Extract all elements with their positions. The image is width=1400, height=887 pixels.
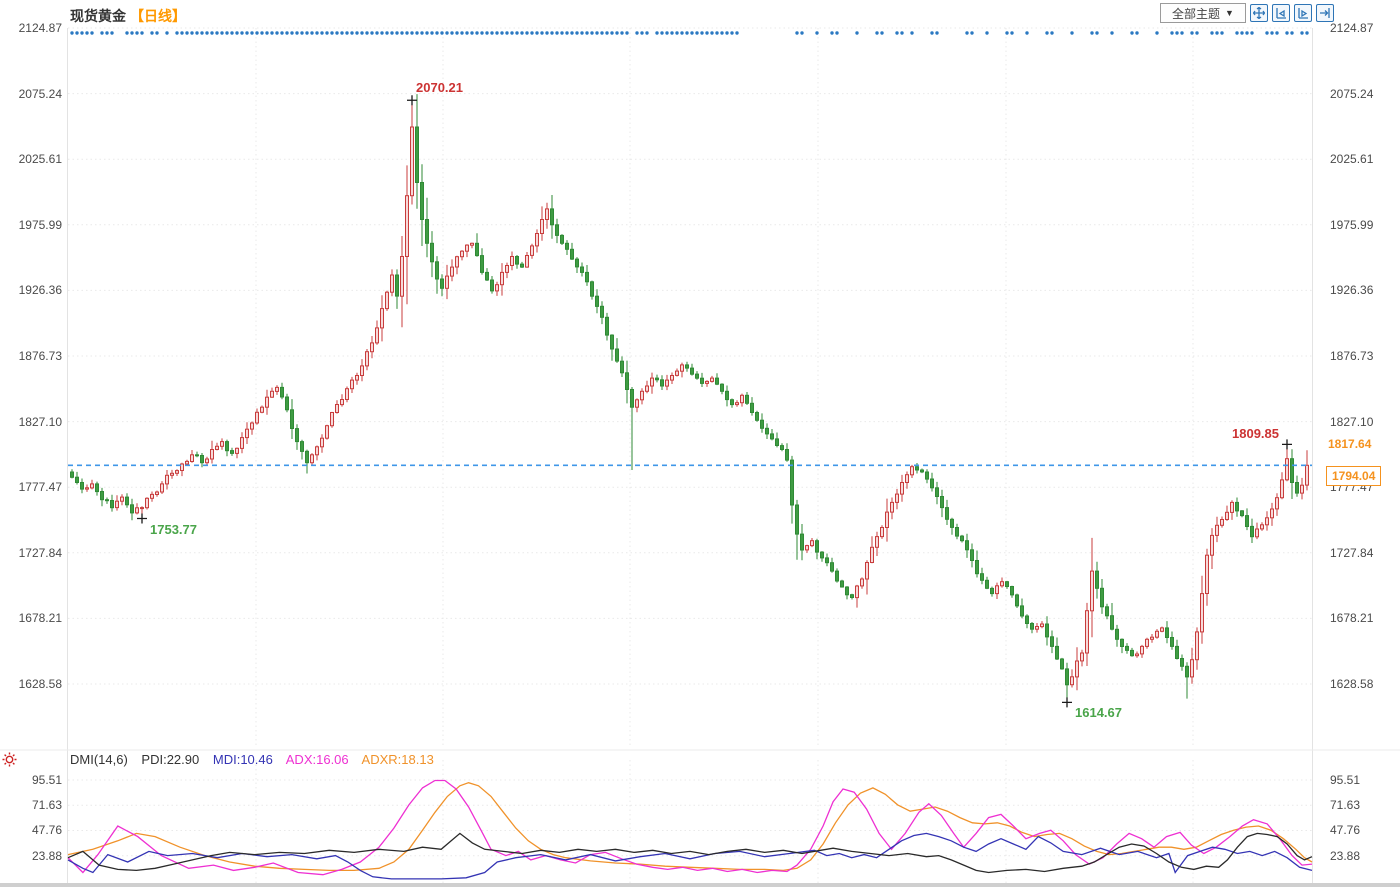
last-close-label: 1817.64 [1328,437,1372,451]
price-tick-left: 1975.99 [18,218,62,232]
price-tick-right: 2075.24 [1330,87,1374,101]
adxr-value: ADXR:18.13 [361,752,434,767]
price-tick-left: 2025.61 [18,152,62,166]
dmi-tick-left: 71.63 [31,798,62,812]
price-tick-right: 2025.61 [1330,152,1374,166]
price-tick-right: 1876.73 [1330,349,1374,363]
dmi-tick-left: 23.88 [31,849,62,863]
price-tick-left: 2124.87 [18,21,62,35]
extreme-annotation: 1809.85 [1232,426,1279,441]
indicator-settings-gear-icon[interactable] [1,751,18,768]
price-tick-left: 1727.84 [18,546,62,560]
extreme-annotation: 1753.77 [150,522,197,537]
extreme-markers [137,95,1292,708]
pan-move-button[interactable] [1250,4,1268,22]
current-price-box: 1794.04 [1326,466,1382,486]
extreme-annotation: 2070.21 [416,80,463,95]
mdi-value: MDI:10.46 [212,752,273,767]
extreme-annotation: 1614.67 [1075,705,1122,720]
price-tick-right: 1727.84 [1330,546,1374,560]
dmi-tick-left: 95.51 [31,773,62,787]
symbol-name: 现货黄金 [70,8,126,24]
indicator-legend: DMI(14,6) PDI:22.90 MDI:10.46 ADX:16.06 … [70,752,444,767]
pdi-value: PDI:22.90 [141,752,200,767]
price-tick-right: 1926.36 [1330,283,1374,297]
price-tick-right: 1678.21 [1330,611,1374,625]
adxr-line [67,782,1313,872]
chart-title: 现货黄金 【日线】 [70,6,186,26]
chart-toolbar: 全部主题 ▼ [1160,3,1334,23]
horizontal-scrollbar[interactable] [0,883,1400,887]
indicator-name: DMI(14,6) [70,752,128,767]
price-tick-left: 1876.73 [18,349,62,363]
pdi-line [67,832,1313,874]
theme-dropdown-label: 全部主题 [1172,6,1221,21]
period-label: 【日线】 [130,8,186,24]
event-dots [70,31,1309,35]
axis-left-icon [1276,8,1286,19]
price-tick-right: 2124.87 [1330,21,1374,35]
crosshair-move-icon [1253,7,1265,19]
jump-latest-button[interactable] [1316,4,1334,22]
dmi-tick-right: 23.88 [1330,849,1361,863]
candlesticks [70,94,1309,703]
price-tick-right: 1827.10 [1330,415,1374,429]
price-tick-right: 1975.99 [1330,218,1374,232]
price-tick-left: 1827.10 [18,415,62,429]
arrow-to-right-icon [1320,8,1330,18]
mdi-line [67,832,1313,880]
price-tick-right: 1628.58 [1330,677,1374,691]
theme-dropdown[interactable]: 全部主题 ▼ [1160,3,1246,23]
adx-value: ADX:16.06 [285,752,349,767]
price-tick-left: 1926.36 [18,283,62,297]
dmi-lines [67,779,1313,880]
price-tick-left: 1678.21 [18,611,62,625]
adx-line [67,779,1313,876]
dmi-tick-right: 95.51 [1330,773,1361,787]
grid [0,27,1400,884]
price-tick-left: 1628.58 [18,677,62,691]
playback-button[interactable] [1294,4,1312,22]
price-tick-left: 2075.24 [18,87,62,101]
price-tick-left: 1777.47 [18,480,62,494]
chevron-down-icon: ▼ [1225,8,1234,18]
dmi-tick-right: 47.76 [1330,823,1361,837]
play-chart-icon [1298,8,1308,19]
dmi-tick-right: 71.63 [1330,798,1361,812]
scale-left-button[interactable] [1272,4,1290,22]
dmi-tick-left: 47.76 [31,823,62,837]
